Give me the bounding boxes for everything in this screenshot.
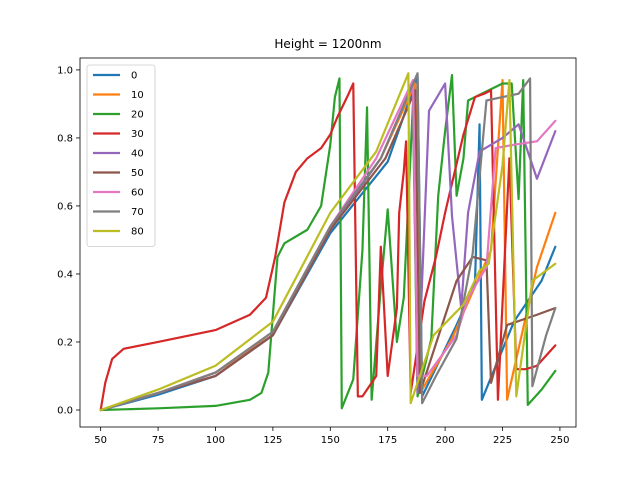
- y-tick-label: 1.0: [57, 65, 73, 76]
- series-line-30: [99, 82, 557, 412]
- y-tick-label: 0.8: [57, 133, 73, 144]
- x-axis: 50 75 100 125 150 175 200 225 250: [94, 427, 569, 446]
- plot-frame: [79, 57, 577, 428]
- series-line-50: [99, 89, 557, 412]
- x-tick-label: 225: [493, 435, 512, 446]
- y-tick-label: 0.6: [57, 201, 73, 212]
- x-tick-label: 75: [152, 435, 165, 446]
- x-tick-label: 100: [206, 435, 225, 446]
- y-tick-label: 0.2: [57, 337, 73, 348]
- legend-entry-60: 60: [131, 188, 144, 199]
- x-tick-label: 125: [263, 435, 282, 446]
- x-tick-label: 200: [436, 435, 455, 446]
- y-tick-label: 0.0: [57, 405, 73, 416]
- y-tick-label: 0.4: [57, 269, 73, 280]
- series-line-80: [99, 72, 557, 412]
- legend-entry-50: 50: [131, 168, 144, 179]
- legend-entry-20: 20: [131, 110, 144, 121]
- legend-entry-80: 80: [131, 227, 144, 238]
- series-line-70: [99, 72, 557, 412]
- legend-entry-30: 30: [131, 129, 144, 140]
- x-tick-label: 150: [321, 435, 340, 446]
- legend-entry-0: 0: [131, 71, 137, 82]
- x-tick-label: 175: [378, 435, 397, 446]
- legend-entry-40: 40: [131, 149, 144, 160]
- legend-entry-10: 10: [131, 90, 144, 101]
- x-tick-label: 50: [94, 435, 107, 446]
- legend: 0 10 20 30 40 50 60 70 80: [86, 64, 156, 247]
- y-axis: 0.0 0.2 0.4 0.6 0.8 1.0: [57, 65, 80, 416]
- series-layer: [99, 72, 557, 412]
- series-line-20: [99, 73, 557, 412]
- chart-title: Height = 1200nm: [274, 37, 381, 51]
- x-tick-label: 250: [550, 435, 569, 446]
- legend-entry-70: 70: [131, 207, 144, 218]
- legend-box: [86, 64, 156, 247]
